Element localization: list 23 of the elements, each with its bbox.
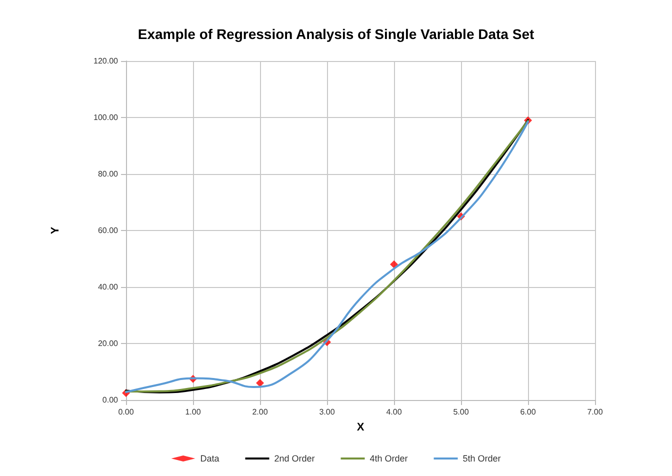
x-tick-label: 0.00 [118, 408, 134, 416]
x-tick-label: 2.00 [252, 408, 268, 416]
x-axis-title: X [356, 422, 365, 434]
x-tick-label: 3.00 [319, 408, 336, 416]
x-tick-label: 1.00 [185, 408, 202, 416]
y-tick-label: 40.00 [98, 282, 119, 292]
y-tick-label: 100.00 [94, 113, 119, 122]
y-tick-label: 0.00 [102, 396, 119, 404]
y-tick-label: 20.00 [98, 339, 119, 348]
x-tick-label: 6.00 [520, 408, 536, 416]
y-tick-label: 80.00 [98, 170, 119, 178]
legend-label: Data [200, 454, 220, 464]
legend-label: 4th Order [370, 454, 408, 464]
y-tick-label: 120.00 [94, 56, 119, 66]
x-tick-label: 4.00 [386, 408, 402, 416]
chart-title: Example of Regression Analysis of Single Variable Data Set [138, 26, 534, 42]
legend-label: 5th Order [462, 454, 501, 464]
y-axis-title: Y [50, 226, 62, 234]
y-tick-label: 60.00 [98, 226, 119, 235]
legend-label: 2nd Order [274, 454, 315, 464]
x-tick-label: 5.00 [453, 408, 470, 416]
point [390, 260, 398, 268]
x-tick-label: 7.00 [587, 408, 604, 416]
